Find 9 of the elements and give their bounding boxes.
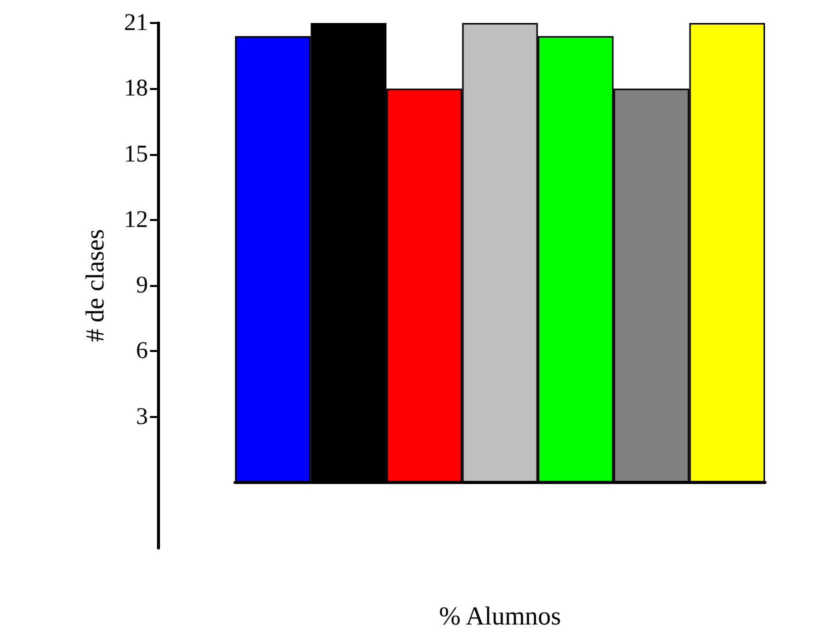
y-tick-label: 21: [124, 10, 148, 36]
y-tick-label: 18: [124, 76, 148, 102]
y-tick-label: 12: [124, 206, 148, 233]
y-tick-label: 15: [124, 141, 148, 168]
x-axis-title: % Alumnos: [438, 602, 562, 630]
y-tick-label: 3: [136, 404, 148, 430]
y-axis-title: # de clases: [80, 229, 110, 342]
y-tick-label: 6: [136, 338, 148, 364]
y-tick-label: 9: [136, 272, 148, 298]
